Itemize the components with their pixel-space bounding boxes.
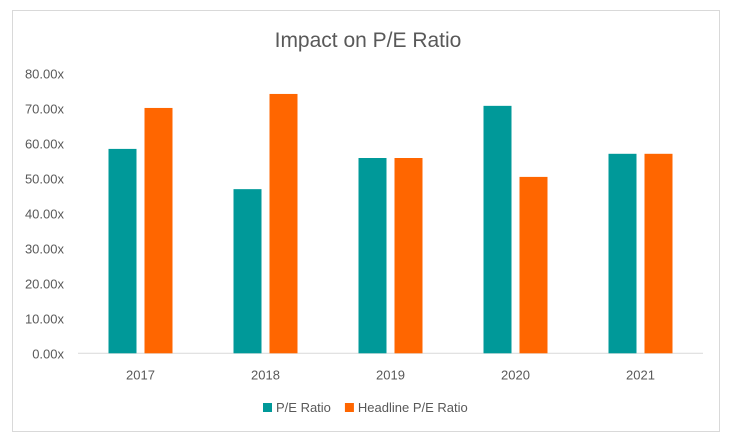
y-tick-label: 10.00x (25, 311, 65, 326)
y-tick-label: 60.00x (25, 136, 65, 151)
chart-title: Impact on P/E Ratio (275, 29, 462, 52)
y-tick-label: 40.00x (25, 206, 65, 221)
legend-swatch (263, 403, 272, 412)
bar-headline-pe-2021 (644, 153, 673, 354)
x-tick-label: 2019 (376, 367, 405, 382)
bar-headline-pe-2019 (394, 158, 423, 354)
x-tick-label: 2021 (626, 367, 655, 382)
bar-pe-2018 (233, 189, 262, 354)
legend-swatch (344, 403, 354, 412)
y-tick-label: 20.00x (25, 276, 65, 291)
x-tick-label: 2018 (251, 367, 280, 382)
x-tick-label: 2017 (126, 367, 155, 382)
legend-label: Headline P/E Ratio (358, 400, 468, 415)
chart-frame (12, 10, 720, 432)
bar-headline-pe-2017 (144, 107, 173, 354)
bar-pe-2019 (358, 158, 387, 354)
y-tick-label: 0.00x (32, 346, 64, 361)
bar-headline-pe-2018 (269, 93, 298, 354)
legend-label: P/E Ratio (276, 400, 331, 415)
y-tick-label: 80.00x (25, 66, 65, 81)
bar-headline-pe-2020 (519, 176, 548, 354)
bar-pe-2020 (483, 105, 512, 354)
x-tick-label: 2020 (501, 367, 530, 382)
bar-pe-2017 (108, 148, 137, 354)
bar-pe-2021 (608, 153, 637, 354)
y-tick-label: 30.00x (25, 241, 65, 256)
y-tick-label: 70.00x (25, 101, 65, 116)
y-tick-label: 50.00x (25, 171, 65, 186)
